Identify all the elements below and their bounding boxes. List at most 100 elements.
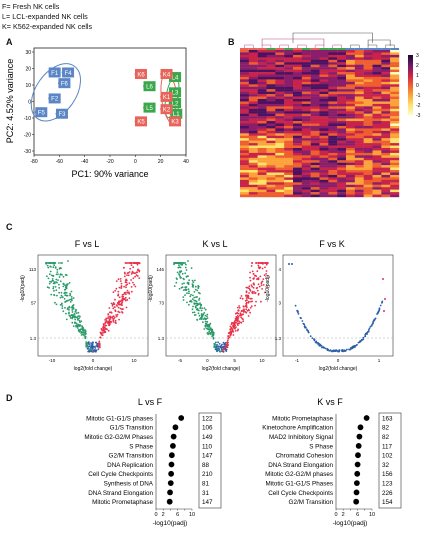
heatmap-cell <box>381 135 391 139</box>
heatmap-cell <box>354 162 364 166</box>
heatmap-cell <box>275 155 285 158</box>
volcano-point <box>132 281 134 284</box>
volcano-point <box>118 300 121 303</box>
heatmap-cell <box>240 148 250 151</box>
heatmap-cell <box>257 150 267 154</box>
heatmap-cell <box>354 174 364 178</box>
volcano-point <box>197 286 200 288</box>
heatmap-cell <box>346 140 356 144</box>
volcano-point <box>108 324 111 327</box>
volcano-point <box>99 336 102 339</box>
volcano-point <box>263 274 266 277</box>
heatmap-cell <box>248 79 258 83</box>
heatmap-cell <box>275 118 285 122</box>
heatmap-cell <box>319 99 329 102</box>
heatmap-cell <box>328 177 338 181</box>
heatmap-cell <box>275 52 285 56</box>
heatmap-cell <box>301 160 311 163</box>
volcano-point <box>336 349 338 352</box>
heatmap-cell <box>284 138 294 141</box>
colorbar-tick-label: 2 <box>416 63 419 69</box>
heatmap-cell <box>354 57 364 60</box>
heatmap-cell <box>354 135 364 139</box>
volcano-point <box>173 285 176 287</box>
volcano-point <box>206 317 209 319</box>
heatmap-cell <box>301 72 311 75</box>
heatmap-cell <box>390 189 400 193</box>
heatmap-cell <box>301 99 311 102</box>
heatmap-cell <box>354 121 364 124</box>
heatmap-cell <box>284 182 294 185</box>
volcano-point <box>205 323 208 326</box>
heatmap-cell <box>390 187 400 190</box>
heatmap-cell <box>354 99 364 102</box>
volcano-point <box>114 306 116 308</box>
volcano-point <box>185 269 188 271</box>
heatmap-cell <box>381 174 391 178</box>
heatmap-cell <box>346 103 356 107</box>
volcano-point <box>238 320 241 323</box>
volcano-point <box>264 266 266 269</box>
heatmap-cell <box>284 174 294 178</box>
heatmap-cell <box>275 184 285 188</box>
heatmap-cell <box>310 64 320 68</box>
heatmap-cell <box>319 167 329 171</box>
heatmap-cell <box>275 96 285 100</box>
heatmap-cell <box>328 130 338 134</box>
enrichment-dot <box>355 452 361 459</box>
heatmap-cell <box>293 192 303 195</box>
volcano-point <box>183 282 185 285</box>
heatmap-cell <box>301 145 311 149</box>
heatmap-cell <box>293 165 303 168</box>
heatmap-cell <box>354 103 364 107</box>
heatmap-cell <box>363 50 373 53</box>
volcano-point <box>53 294 55 296</box>
heatmap-cell <box>319 170 329 173</box>
heatmap-cell <box>390 106 400 109</box>
volcano-point <box>255 262 257 264</box>
heatmap-cell <box>328 50 338 53</box>
heatmap-cell <box>310 160 320 163</box>
heatmap-cell <box>310 192 320 195</box>
enrichment-dot <box>167 489 173 496</box>
heatmap-cell <box>381 187 391 190</box>
heatmap-cell <box>328 57 338 60</box>
heatmap-cell <box>337 138 347 141</box>
heatmap-cell <box>266 74 276 78</box>
volcano-x-tick-label: 0 <box>337 358 340 363</box>
heatmap-cell <box>390 148 400 151</box>
heatmap-cell <box>248 101 258 105</box>
heatmap-cell <box>284 150 294 154</box>
volcano-point <box>243 305 245 308</box>
volcano-point <box>79 321 81 324</box>
volcano-point <box>120 308 123 311</box>
heatmap-cell <box>328 150 338 154</box>
heatmap-cell <box>310 81 320 85</box>
heatmap-cell <box>346 172 356 176</box>
heatmap-cell <box>275 123 285 127</box>
dendrogram-leaf <box>261 44 272 48</box>
volcano-point <box>51 279 54 282</box>
heatmap-cell <box>346 54 356 58</box>
heatmap-cell <box>248 123 258 127</box>
volcano-point <box>52 274 55 277</box>
heatmap-cell <box>372 189 382 193</box>
heatmap-cell <box>346 152 356 156</box>
volcano-point <box>69 315 72 317</box>
pca-label-box <box>160 104 173 115</box>
heatmap-cell <box>390 152 400 156</box>
volcano-point <box>122 295 125 298</box>
heatmap-cell <box>257 67 267 70</box>
volcano-point <box>119 300 122 303</box>
heatmap-cell <box>240 103 250 107</box>
volcano-y-tick-label: 146 <box>156 267 164 272</box>
enrichment-category-label: DNA Strand Elongation <box>88 490 153 497</box>
heatmap-cell <box>354 72 364 75</box>
heatmap-cell <box>240 57 250 60</box>
heatmap-cell <box>266 67 276 70</box>
enrichment-x-tick-label: 10 <box>189 512 195 518</box>
volcano-point <box>186 292 188 295</box>
volcano-point <box>110 320 112 323</box>
heatmap-cell <box>337 125 347 129</box>
heatmap-cell <box>266 101 276 105</box>
